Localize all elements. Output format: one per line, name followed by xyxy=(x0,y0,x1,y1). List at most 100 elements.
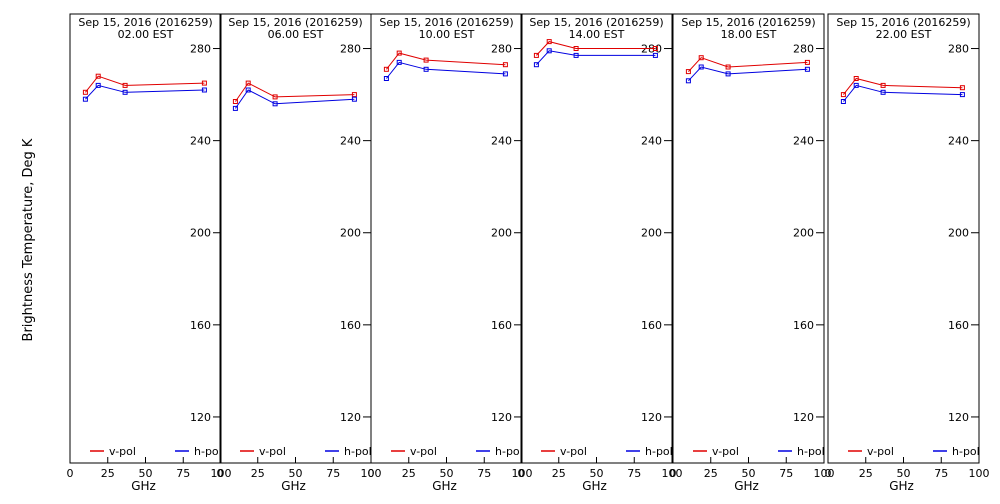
legend-label-v-pol: v-pol xyxy=(410,445,437,458)
panel-title-date: Sep 15, 2016 (2016259) xyxy=(836,16,970,29)
series-line-h-pol xyxy=(85,84,205,100)
legend-label-v-pol: v-pol xyxy=(712,445,739,458)
y-tick-label: 280 xyxy=(340,43,361,56)
series-line-h-pol xyxy=(688,66,808,82)
data-point-v-pol xyxy=(272,94,278,100)
panel-title-time: 14.00 EST xyxy=(569,28,625,41)
data-point-h-pol xyxy=(232,105,238,111)
x-tick-label: 25 xyxy=(402,467,416,480)
x-tick-label: 75 xyxy=(934,467,948,480)
x-tick-label: 75 xyxy=(779,467,793,480)
y-tick-label: 280 xyxy=(948,43,969,56)
data-point-v-pol xyxy=(546,39,552,45)
x-tick-label: 0 xyxy=(368,467,375,480)
data-point-h-pol xyxy=(396,59,402,65)
chart-panel-4: Sep 15, 2016 (2016259)14.00 EST 120 160 200… xyxy=(518,13,683,493)
panel-title-time: 22.00 EST xyxy=(876,28,932,41)
data-point-v-pol xyxy=(423,57,429,63)
series-line-h-pol xyxy=(536,50,656,66)
x-tick-label: 50 xyxy=(590,467,604,480)
data-point-h-pol xyxy=(533,62,539,68)
data-point-h-pol xyxy=(573,52,579,58)
x-tick-label: 100 xyxy=(662,467,683,480)
data-point-v-pol xyxy=(533,52,539,58)
x-axis-label: GHz xyxy=(432,479,457,493)
panel-title-date: Sep 15, 2016 (2016259) xyxy=(681,16,815,29)
data-point-h-pol xyxy=(351,96,357,102)
x-tick-label: 50 xyxy=(742,467,756,480)
data-point-h-pol xyxy=(804,66,810,72)
series-line-v-pol xyxy=(85,75,205,93)
panel-title-time: 10.00 EST xyxy=(419,28,475,41)
x-tick-label: 50 xyxy=(289,467,303,480)
data-point-h-pol xyxy=(95,82,101,88)
y-tick-label: 280 xyxy=(641,43,662,56)
legend-label-h-pol: h-pol xyxy=(344,445,372,458)
y-tick-label: 160 xyxy=(948,319,969,332)
x-axis-label: GHz xyxy=(734,479,759,493)
y-tick-label: 120 xyxy=(641,411,662,424)
data-point-v-pol xyxy=(698,55,704,61)
x-tick-label: 25 xyxy=(251,467,265,480)
series-line-v-pol xyxy=(843,77,963,95)
y-tick-label: 120 xyxy=(948,411,969,424)
y-tick-label: 240 xyxy=(793,135,814,148)
y-tick-label: 280 xyxy=(491,43,512,56)
x-tick-label: 50 xyxy=(897,467,911,480)
data-point-h-pol xyxy=(201,87,207,93)
y-tick-label: 200 xyxy=(948,227,969,240)
data-point-h-pol xyxy=(82,96,88,102)
x-tick-label: 0 xyxy=(217,467,224,480)
data-point-v-pol xyxy=(840,92,846,98)
data-point-h-pol xyxy=(652,52,658,58)
series-line-h-pol xyxy=(386,61,506,79)
legend-label-h-pol: h-pol xyxy=(797,445,825,458)
data-point-v-pol xyxy=(804,59,810,65)
y-tick-label: 160 xyxy=(793,319,814,332)
data-point-h-pol xyxy=(840,99,846,104)
data-point-h-pol xyxy=(685,78,691,84)
series-line-v-pol xyxy=(536,41,656,56)
x-tick-label: 0 xyxy=(518,467,525,480)
x-tick-label: 25 xyxy=(101,467,115,480)
data-point-h-pol xyxy=(423,66,429,72)
data-point-v-pol xyxy=(685,69,691,75)
legend-label-v-pol: v-pol xyxy=(109,445,136,458)
x-tick-label: 75 xyxy=(627,467,641,480)
series-line-v-pol xyxy=(688,57,808,72)
y-tick-label: 240 xyxy=(340,135,361,148)
data-point-v-pol xyxy=(201,80,207,86)
data-point-v-pol xyxy=(245,80,251,86)
data-point-v-pol xyxy=(880,82,886,88)
y-tick-label: 200 xyxy=(340,227,361,240)
data-point-h-pol xyxy=(698,64,704,70)
y-tick-label: 280 xyxy=(190,43,211,56)
chart-panel-1: Sep 15, 2016 (2016259)02.00 EST 120 160 200… xyxy=(67,13,232,493)
y-tick-label: 240 xyxy=(641,135,662,148)
y-tick-label: 160 xyxy=(190,319,211,332)
x-axis-label: GHz xyxy=(582,479,607,493)
data-point-v-pol xyxy=(573,46,579,51)
x-tick-label: 25 xyxy=(704,467,718,480)
series-line-v-pol xyxy=(386,52,506,70)
x-tick-label: 0 xyxy=(825,467,832,480)
y-tick-label: 120 xyxy=(491,411,512,424)
data-point-v-pol xyxy=(232,99,238,104)
data-point-h-pol xyxy=(272,101,278,107)
data-point-v-pol xyxy=(725,64,731,70)
panel-title-date: Sep 15, 2016 (2016259) xyxy=(78,16,212,29)
legend-label-v-pol: v-pol xyxy=(560,445,587,458)
x-axis-label: GHz xyxy=(889,479,914,493)
y-tick-label: 200 xyxy=(190,227,211,240)
x-tick-label: 100 xyxy=(512,467,533,480)
x-tick-label: 100 xyxy=(969,467,990,480)
x-tick-label: 100 xyxy=(211,467,232,480)
data-point-h-pol xyxy=(725,71,731,77)
data-point-h-pol xyxy=(546,48,552,54)
y-tick-label: 200 xyxy=(491,227,512,240)
y-axis-label: Brightness Temperature, Deg K xyxy=(21,138,36,341)
chart-panel-5: Sep 15, 2016 (2016259)18.00 EST 120 160 200… xyxy=(670,13,835,493)
y-tick-label: 200 xyxy=(641,227,662,240)
y-tick-label: 120 xyxy=(190,411,211,424)
